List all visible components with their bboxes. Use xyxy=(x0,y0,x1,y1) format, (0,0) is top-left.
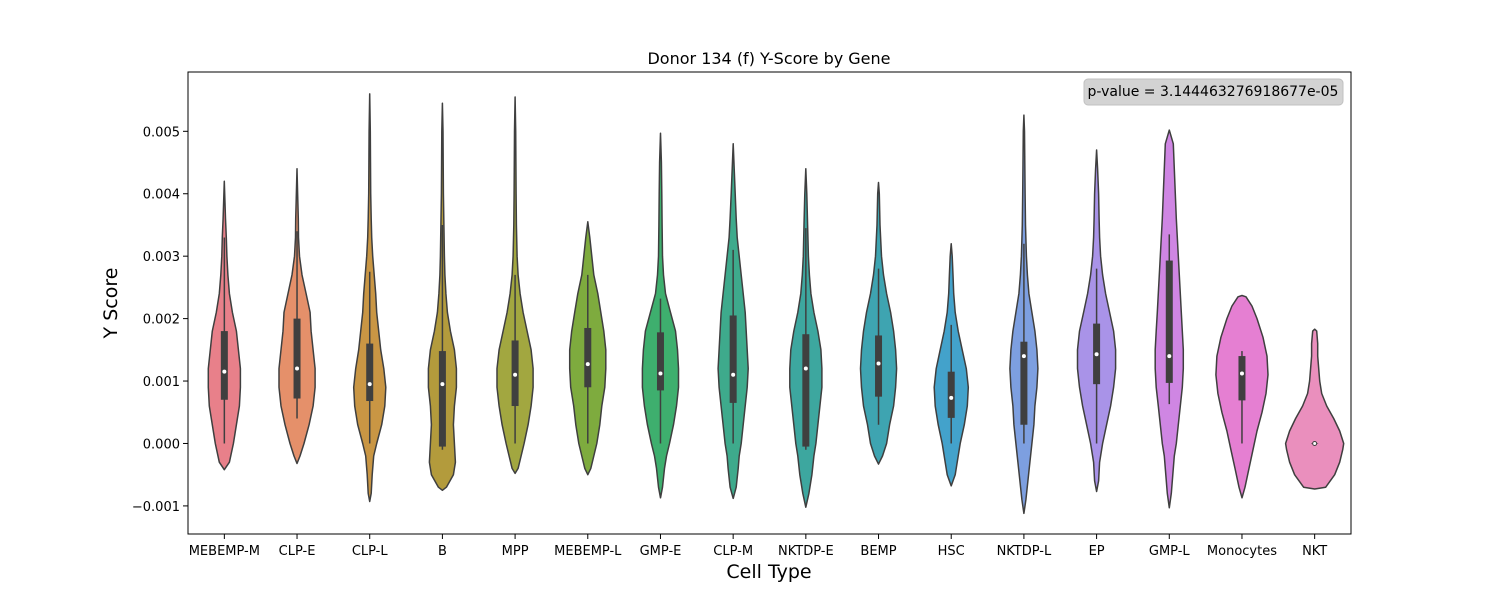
violin-median xyxy=(222,369,227,374)
violin-iqr-box xyxy=(366,343,374,402)
x-tick-label: NKTDP-L xyxy=(997,544,1052,559)
violin-b xyxy=(427,102,458,492)
y-tick-label: 0.002 xyxy=(143,313,180,328)
chart-title: Donor 134 (f) Y-Score by Gene xyxy=(647,49,890,68)
x-tick-label: MPP xyxy=(502,544,529,559)
x-tick-label: HSC xyxy=(938,544,965,559)
violin-iqr-box xyxy=(875,335,883,397)
x-tick-label: EP xyxy=(1089,544,1105,559)
x-tick-label: GMP-L xyxy=(1149,544,1191,559)
violin-median xyxy=(658,371,663,376)
violin-clp-e xyxy=(278,168,316,465)
violin-median xyxy=(1094,352,1099,357)
x-tick-label: CLP-E xyxy=(279,544,316,559)
y-tick-label: 0.001 xyxy=(143,375,180,390)
x-tick-label: MEBEMP-L xyxy=(554,544,622,559)
violin-nktdp-l xyxy=(1009,114,1039,515)
x-tick-label: NKTDP-E xyxy=(778,544,834,559)
violin-iqr-box xyxy=(656,332,664,391)
p-value-annotation: p-value = 3.144463276918677e-05 xyxy=(1083,78,1344,106)
violin-mebemp-l xyxy=(568,221,607,476)
y-axis-label: Y Score xyxy=(100,268,122,340)
violin-gmp-e xyxy=(641,132,680,499)
x-tick-label: B xyxy=(438,544,447,559)
violin-clp-m xyxy=(717,143,749,500)
y-tick-label: 0.000 xyxy=(143,437,180,452)
y-tick-label: −0.001 xyxy=(132,500,180,515)
violin-hsc xyxy=(933,242,970,487)
x-tick-label: GMP-E xyxy=(640,544,682,559)
violin-mebemp-m xyxy=(207,180,242,471)
violin-median xyxy=(803,366,808,371)
violin-median xyxy=(1021,354,1026,359)
x-tick-label: NKT xyxy=(1302,544,1327,559)
violin-median xyxy=(1239,371,1244,376)
violins xyxy=(207,93,1345,515)
violin-median xyxy=(1167,354,1172,359)
violin-iqr-box xyxy=(729,315,737,403)
annotation-text: p-value = 3.144463276918677e-05 xyxy=(1088,84,1339,100)
x-tick-label: CLP-M xyxy=(713,544,753,559)
x-tick-label: BEMP xyxy=(860,544,896,559)
violin-bemp xyxy=(859,181,898,465)
violin-median xyxy=(876,361,881,366)
violin-gmp-l xyxy=(1154,129,1185,509)
violin-nktdp-e xyxy=(789,168,823,508)
violin-median xyxy=(1312,440,1318,446)
plot-frame xyxy=(187,71,1352,535)
violin-median xyxy=(440,382,445,387)
violin-median xyxy=(367,382,372,387)
violin-median xyxy=(949,395,954,400)
y-tick-label: 0.005 xyxy=(143,125,180,140)
x-tick-label: MEBEMP-M xyxy=(189,544,260,559)
x-tick-label: Monocytes xyxy=(1207,544,1277,559)
violin-body xyxy=(1284,328,1345,490)
x-axis: MEBEMP-M CLP-E CLP-L B MPP MEBEMP-L GMP-E CLP-M… xyxy=(189,534,1327,559)
violin-iqr-box xyxy=(1238,356,1246,401)
x-tick-label: CLP-L xyxy=(352,544,389,559)
violin-median xyxy=(295,366,300,371)
violin-ep xyxy=(1076,149,1117,493)
violin-iqr-box xyxy=(1165,260,1173,383)
violin-iqr-box xyxy=(438,351,446,447)
x-axis-label: Cell Type xyxy=(726,561,811,583)
violin-mpp xyxy=(496,96,534,475)
annotation-box xyxy=(1083,78,1344,106)
violin-iqr-box xyxy=(802,334,810,447)
violin-iqr-box xyxy=(1020,341,1028,425)
violin-iqr-box xyxy=(947,371,955,418)
violin-iqr-box xyxy=(220,331,228,400)
violin-iqr-box xyxy=(293,318,301,399)
violin-median xyxy=(585,362,590,367)
y-axis: −0.001 0.000 0.001 0.002 0.003 0.004 0.005 xyxy=(132,125,188,515)
violin-iqr-box xyxy=(584,327,592,388)
violin-clp-l xyxy=(352,93,387,503)
violin-median xyxy=(513,372,518,377)
y-tick-label: 0.004 xyxy=(143,188,180,203)
violin-median xyxy=(731,372,736,377)
violin-nkt xyxy=(1284,328,1345,490)
y-tick-label: 0.003 xyxy=(143,250,180,265)
violin-monocytes xyxy=(1215,294,1269,499)
